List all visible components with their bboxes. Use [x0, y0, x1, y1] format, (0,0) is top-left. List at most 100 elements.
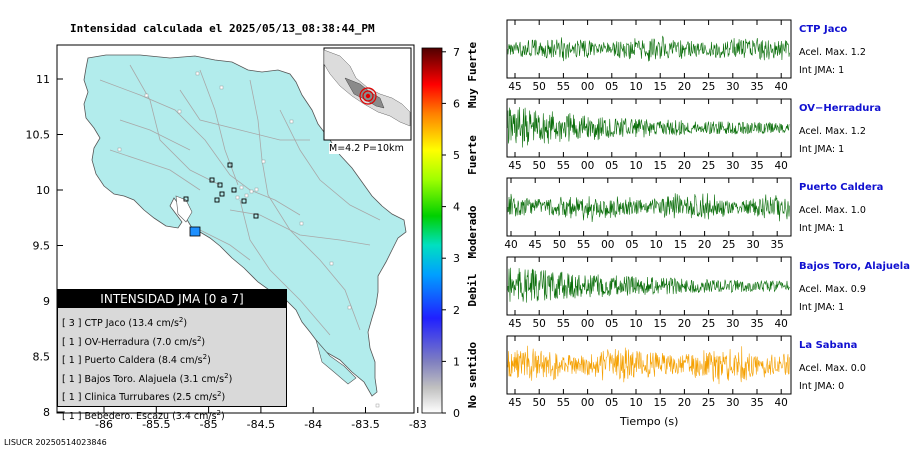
- legend-station: Clinica Turrubares: [84, 392, 173, 404]
- seismogram-tick-label: 15: [654, 397, 667, 409]
- station-acel-max: Acel. Max. 1.0: [799, 205, 866, 216]
- legend-level: [ 1 ]: [62, 373, 85, 385]
- station-acel-max: Acel. Max. 0.0: [799, 363, 866, 374]
- legend-row: [ 3 ] CTP Jaco (13.4 cm/s2): [62, 316, 188, 330]
- legend-rows: [ 3 ] CTP Jaco (13.4 cm/s2) [ 1 ] OV-Herr…: [58, 308, 286, 424]
- x-axis-label: Tiempo (s): [620, 415, 679, 428]
- seismogram-tick-label: 05: [605, 318, 618, 330]
- seismogram-tick-label: 55: [557, 160, 570, 172]
- seismogram-tick-label: 00: [581, 318, 594, 330]
- map-y-tick-label: 10: [36, 184, 50, 197]
- map-title: Intensidad calculada el 2025/05/13_08:38…: [70, 22, 375, 35]
- road-network: [99, 64, 381, 336]
- seismogram-tick-label: 40: [775, 81, 788, 93]
- map-y-tick-label: 8.5: [33, 351, 51, 364]
- seismogram-tick-label: 10: [629, 397, 642, 409]
- map-y-tick-label: 8: [43, 406, 50, 419]
- seismogram-tick-label: 05: [605, 81, 618, 93]
- station-name: Puerto Caldera: [799, 182, 884, 193]
- seismogram-tick-label: 50: [553, 239, 566, 251]
- map-x-tick-label: -84.5: [247, 418, 275, 431]
- station-name: CTP Jaco: [799, 24, 848, 35]
- legend-level: [ 1 ]: [62, 392, 85, 404]
- seismogram-tick-label: 30: [726, 397, 739, 409]
- map-x-tick-label: -86: [95, 418, 113, 431]
- seismogram-tick-label: 40: [504, 239, 517, 251]
- colorbar-tick-label: 4: [453, 201, 460, 214]
- seismogram-tick-label: 25: [722, 239, 735, 251]
- seismogram-tick-label: 00: [581, 160, 594, 172]
- colorbar-tick-label: 6: [453, 97, 460, 110]
- map-y-tick-label: 10.5: [26, 129, 51, 142]
- station-name: Bajos Toro, Alajuela: [799, 261, 910, 272]
- seismogram-tick-label: 20: [678, 318, 691, 330]
- seismogram-panels: 45 50 55 00 05 10 15 20 25 30 35 40 45 50 55 00 05 10 15 20…: [504, 19, 792, 409]
- station-int-jma: Int JMA: 1: [799, 144, 845, 155]
- seismogram-tick-label: 40: [775, 318, 788, 330]
- station-markers: [183, 162, 259, 219]
- seismogram-tick-label: 00: [581, 397, 594, 409]
- seismogram-tick-label: 10: [629, 81, 642, 93]
- seismogram-tick-label: 50: [533, 397, 546, 409]
- legend-level: [ 1 ]: [62, 355, 85, 367]
- seismogram-tick-label: 00: [581, 81, 594, 93]
- seismogram-tick-label: 35: [750, 81, 763, 93]
- colorbar-category-label: Fuerte: [466, 135, 479, 175]
- seismogram-panel: 45 50 55 00 05 10 15 20 25 30 35 40: [506, 19, 792, 93]
- map-y-tick-label: 9: [43, 295, 50, 308]
- seismogram-tick-label: 35: [771, 239, 784, 251]
- map-y-axis: 11 10.5 10 9.5 9 8.5 8: [26, 73, 63, 419]
- station-int-jma: Int JMA: 1: [799, 302, 845, 313]
- seismogram-tick-label: 50: [533, 318, 546, 330]
- seismogram-tick-label: 35: [750, 318, 763, 330]
- legend-row: [ 1 ] Bebedero. Escazu (3.4 cm/s2): [62, 408, 225, 422]
- seismogram-tick-label: 55: [557, 318, 570, 330]
- map-x-tick-label: -83: [409, 418, 427, 431]
- seismogram-tick-label: 45: [508, 318, 521, 330]
- station-ctp-jaco-marker: [189, 226, 201, 237]
- seismogram-tick-label: 20: [698, 239, 711, 251]
- colorbar-tick-label: 2: [453, 304, 460, 317]
- legend-title: INTENSIDAD JMA [0 a 7]: [58, 290, 286, 308]
- seismogram-tick-label: 30: [726, 81, 739, 93]
- station-int-jma: Int JMA: 1: [799, 65, 845, 76]
- seismogram-panel: 45 50 55 00 05 10 15 20 25 30 35 40: [506, 98, 792, 172]
- seismogram-tick-label: 05: [605, 160, 618, 172]
- seismogram-tick-label: 55: [577, 239, 590, 251]
- map-x-tick-label: -84: [304, 418, 322, 431]
- legend-station: CTP Jaco: [84, 318, 129, 330]
- legend-level: [ 1 ]: [62, 336, 85, 348]
- seismogram-tick-label: 05: [605, 397, 618, 409]
- intensity-legend: INTENSIDAD JMA [0 a 7] [ 3 ] CTP Jaco (1…: [57, 289, 287, 422]
- seismogram-tick-label: 45: [508, 160, 521, 172]
- legend-value: (2.5 cm/s: [172, 392, 218, 404]
- station-name: OV−Herradura: [799, 103, 882, 114]
- map-y-tick-label: 9.5: [33, 240, 51, 253]
- legend-station: Puerto Caldera: [84, 355, 159, 367]
- seismogram-tick-label: 15: [674, 239, 687, 251]
- seismogram-tick-label: 20: [678, 81, 691, 93]
- station-int-jma: Int JMA: 1: [799, 223, 845, 234]
- station-acel-max: Acel. Max. 1.2: [799, 47, 866, 58]
- seismogram-tick-label: 50: [533, 160, 546, 172]
- colorbar-category-label: No sentido: [466, 342, 479, 409]
- seismogram-tick-label: 45: [529, 239, 542, 251]
- legend-level: [ 3 ]: [62, 318, 85, 330]
- colorbar-category-label: Muy Fuerte: [466, 42, 479, 109]
- station-int-jma: Int JMA: 0: [799, 381, 845, 392]
- seismogram-tick-label: 25: [702, 81, 715, 93]
- colorbar-tick-label: 0: [453, 407, 460, 420]
- intensity-colorbar: 0 1 2 3 4 5 6 7 No sentido Debil Moderado Fuerte Mu…: [421, 42, 479, 420]
- map-x-tick-label: -83.5: [351, 418, 379, 431]
- seismogram-tick-label: 10: [629, 160, 642, 172]
- legend-value: (3.4 cm/s: [172, 410, 217, 422]
- map-x-tick-label: -85: [200, 418, 218, 431]
- colorbar-tick-label: 7: [453, 46, 460, 59]
- seismogram-tick-label: 10: [629, 318, 642, 330]
- colorbar-category-label: Moderado: [466, 205, 479, 258]
- town-markers: [117, 71, 380, 408]
- seismogram-panel: 45 50 55 00 05 10 15 20 25 30 35 40: [506, 256, 792, 330]
- seismogram-panel: 40 45 50 55 00 05 10 15 20 25 30 35: [504, 177, 792, 251]
- legend-value: (8.4 cm/s: [158, 355, 203, 367]
- legend-level: [ 1 ]: [62, 410, 85, 422]
